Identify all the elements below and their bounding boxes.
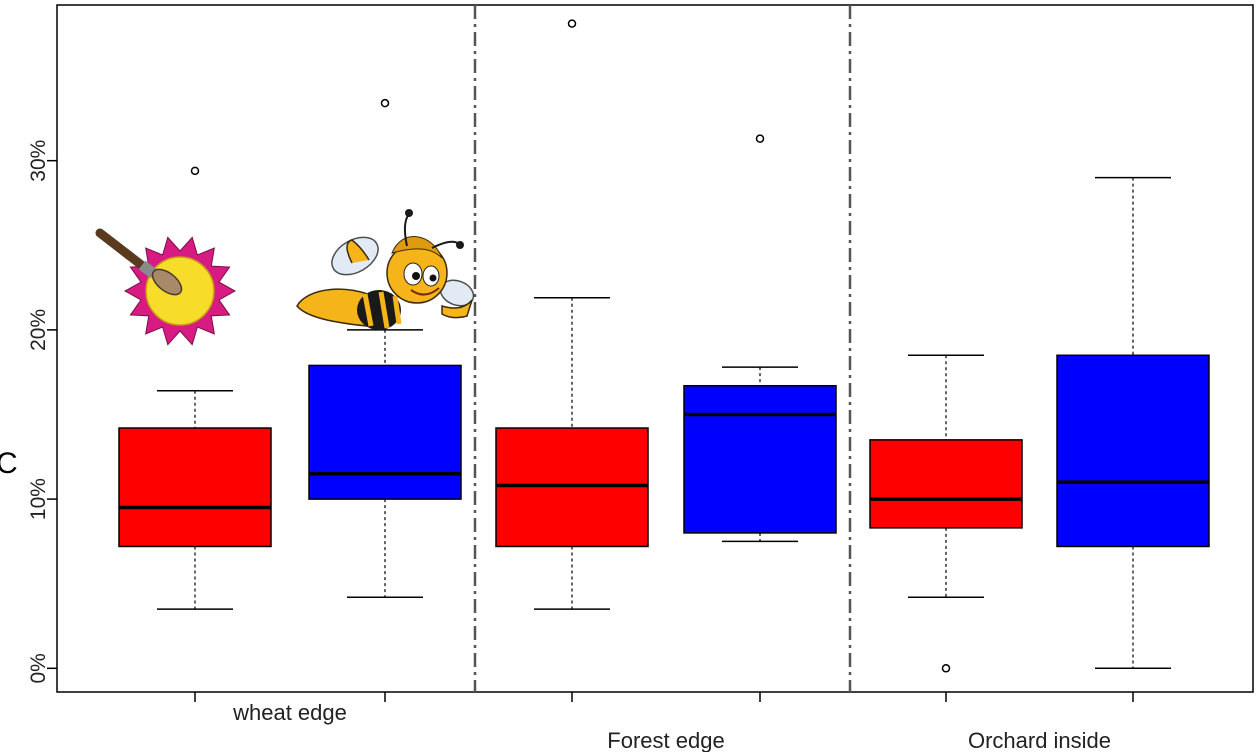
bee-hair — [391, 236, 443, 259]
bee-antenna-tip-left — [405, 209, 413, 217]
bee-smile — [410, 287, 440, 296]
y-tick-label: 20% — [27, 309, 50, 351]
cartoon-bee-icon — [296, 209, 475, 330]
y-tick-label: 30% — [27, 140, 50, 182]
y-tick-label: 0% — [27, 653, 50, 683]
box-series — [118, 19, 1210, 673]
box-2 — [495, 19, 649, 610]
y-axis: 0% 10% 20% 30% — [27, 140, 57, 683]
box-iqr — [1056, 354, 1210, 548]
bee-pupil-right — [429, 274, 437, 282]
box-iqr — [308, 364, 462, 500]
bee-antenna-tip-right — [456, 241, 464, 249]
outlier-point — [567, 19, 577, 28]
paintbrush-flower-icon — [95, 228, 237, 346]
box-5 — [1056, 176, 1210, 670]
outlier-point — [755, 134, 765, 143]
box-3 — [683, 134, 837, 543]
outlier-point — [941, 664, 951, 673]
x-axis: wheat edge Forest edge Orchard inside — [194, 692, 1134, 752]
box-iqr — [118, 427, 272, 548]
y-tick-label: 10% — [27, 478, 50, 520]
group-label: Forest edge — [607, 728, 724, 752]
group-separators — [473, 5, 852, 692]
bee-stripes — [362, 291, 402, 329]
bee-arm — [346, 239, 370, 264]
box-iqr — [683, 384, 837, 534]
box-iqr — [869, 439, 1023, 529]
plot-frame — [56, 4, 1254, 693]
bee-pupil-left — [412, 272, 420, 280]
bee-leg — [441, 299, 473, 319]
box-1 — [308, 98, 462, 598]
paintbrush-ferrule — [138, 260, 158, 279]
paintbrush-handle — [95, 228, 149, 272]
bee-antenna-right — [431, 240, 460, 249]
group-label: wheat edge — [232, 700, 347, 725]
box-0 — [118, 166, 272, 610]
box-4 — [869, 354, 1023, 673]
paintbrush-bristles — [151, 268, 183, 296]
stray-text-c: C — [0, 447, 18, 480]
outlier-point — [380, 98, 390, 108]
group-label: Orchard inside — [968, 728, 1111, 752]
outlier-point — [190, 166, 200, 176]
